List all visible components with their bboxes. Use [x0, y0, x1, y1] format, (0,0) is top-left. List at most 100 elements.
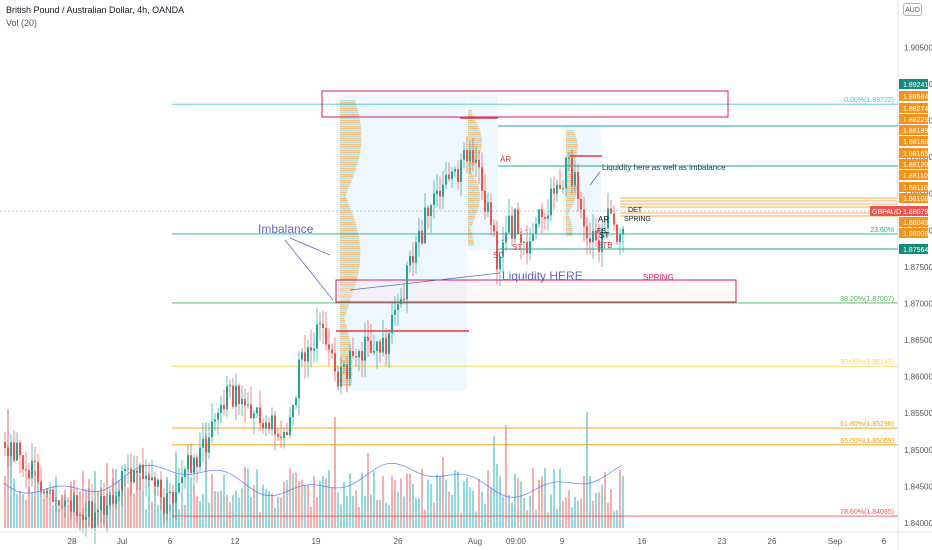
- profile-bar: [468, 200, 480, 202]
- volume-indicator-title[interactable]: Vol (20): [6, 18, 38, 28]
- liquidity-arrow[interactable]: [349, 272, 501, 291]
- currency-badge[interactable]: AUD: [903, 3, 922, 16]
- price-tag-label: 1.88043: [903, 220, 928, 227]
- profile-bar: [340, 264, 360, 266]
- profile-bar: [340, 196, 346, 198]
- volume-bar: [472, 490, 474, 528]
- volume-bar: [541, 476, 543, 528]
- profile-bar: [340, 188, 349, 190]
- volume-bar: [604, 471, 606, 528]
- candle-body: [58, 500, 60, 506]
- candle-body: [79, 514, 81, 516]
- candle-body: [10, 442, 12, 456]
- price-tag[interactable]: [899, 193, 928, 203]
- volume-bar: [379, 499, 381, 528]
- price-tag[interactable]: [899, 136, 928, 146]
- spring-label[interactable]: SPRING: [643, 273, 674, 282]
- volume-bar: [277, 496, 279, 528]
- candle-body: [589, 238, 591, 243]
- profile-bar: [468, 184, 478, 186]
- candle-body: [358, 351, 360, 358]
- drawing-objects[interactable]: 0.00%(1.89722) 23.60% 38.20%(1.87007) 50.00…: [172, 90, 898, 517]
- profile-bar: [340, 220, 355, 222]
- profile-bar: [340, 108, 358, 110]
- supply-zone-box[interactable]: [321, 90, 729, 118]
- volume-bar: [241, 488, 243, 528]
- price-tag[interactable]: [899, 244, 928, 254]
- price-tag[interactable]: [899, 206, 928, 216]
- liquidity-imbalance-label[interactable]: Liquidity here as well as imbalance: [602, 163, 726, 172]
- candle-body: [7, 447, 9, 456]
- volume-bar: [607, 502, 609, 528]
- profile-bar: [566, 142, 578, 144]
- profile-bar: [340, 236, 359, 238]
- symbol-title[interactable]: British Pound / Australian Dollar, 4h, O…: [6, 5, 185, 15]
- price-tag[interactable]: [899, 228, 928, 238]
- price-tag[interactable]: [899, 217, 928, 227]
- price-tag[interactable]: [899, 125, 928, 135]
- profile-bar: [468, 214, 477, 216]
- profile-bar: [340, 310, 347, 312]
- candle-body: [295, 398, 297, 405]
- volume-bar: [154, 488, 156, 528]
- candle-body: [478, 159, 480, 168]
- profile-bar: [340, 202, 349, 204]
- price-tag[interactable]: [899, 170, 928, 180]
- volume-bar: [25, 500, 27, 528]
- profile-bar: [340, 384, 352, 386]
- liquidity-imbalance-arrow[interactable]: [589, 171, 601, 186]
- volume-bar: [601, 484, 603, 528]
- volume-bar: [127, 487, 129, 528]
- liquidity-zone-box[interactable]: [335, 279, 737, 303]
- profile-bar: [468, 128, 480, 130]
- volume-bar: [349, 473, 351, 528]
- price-tag[interactable]: [899, 114, 928, 124]
- liquidity-here-label[interactable]: Liquidity HERE: [502, 269, 583, 283]
- volume-bar: [226, 495, 228, 528]
- candle-body: [268, 422, 270, 430]
- candle-body: [145, 475, 147, 479]
- volume-bar: [532, 467, 534, 528]
- symbol-tag[interactable]: [870, 206, 899, 216]
- annotations[interactable]: Imbalance Liquidity HERE Liquidity here as…: [258, 155, 726, 301]
- profile-bar: [468, 224, 472, 226]
- profile-bar: [468, 112, 472, 114]
- candle-body: [601, 229, 603, 252]
- profile-bar: [340, 238, 360, 240]
- price-tag[interactable]: [899, 79, 928, 89]
- profile-bar: [468, 244, 475, 246]
- volume-bar: [463, 481, 465, 528]
- candle-body: [25, 469, 27, 471]
- time-tick-label: 26: [394, 537, 403, 546]
- price-tag[interactable]: [899, 182, 928, 192]
- candle-body: [508, 215, 510, 233]
- profile-bar: [340, 104, 357, 106]
- price-tag[interactable]: [899, 103, 928, 113]
- candle-body: [409, 255, 411, 266]
- price-tick-label: 1.86000: [904, 373, 932, 382]
- volume-bar: [352, 495, 354, 528]
- time-axis[interactable]: 28 Jul 6 12 19 26 Aug 09:00 9 16 23 26 Sep 6: [0, 531, 932, 546]
- candle-body: [586, 226, 588, 239]
- price-tick-label: 1.84500: [904, 482, 932, 491]
- volume-bar: [460, 512, 462, 528]
- imbalance-arrow[interactable]: [284, 239, 334, 301]
- volume-bar: [31, 491, 33, 528]
- profile-bar: [468, 144, 482, 146]
- candle-body: [52, 489, 54, 502]
- price-tag[interactable]: [899, 148, 928, 158]
- volume-bar: [94, 471, 96, 528]
- profile-bar: [340, 180, 352, 182]
- price-tag[interactable]: [899, 91, 928, 101]
- profile-bar: [468, 174, 474, 176]
- price-tag[interactable]: [899, 159, 928, 169]
- volume-bar: [157, 505, 159, 528]
- profile-bar: [340, 124, 361, 126]
- profile-bar: [566, 174, 573, 176]
- imbalance-arrow[interactable]: [289, 237, 331, 256]
- volume-bar: [211, 474, 213, 528]
- price-axis[interactable]: 1.905001.900001.895001.890001.885001.880…: [870, 0, 932, 550]
- profile-bar: [340, 346, 351, 348]
- imbalance-label[interactable]: Imbalance: [258, 222, 314, 236]
